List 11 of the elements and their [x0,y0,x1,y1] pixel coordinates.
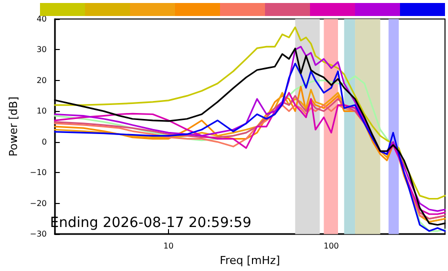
y-tick-label: 0 [42,137,47,146]
y-tick-label: 30 [36,45,47,54]
y-tick-label: 40 [36,14,47,24]
y-tick-label: −10 [30,168,47,178]
y-axis-title: Power [dB] [7,96,20,156]
x-tick-label: 100 [324,242,339,251]
y-tick-label: −20 [30,198,47,208]
y-tick-label: −30 [30,230,47,239]
y-tick-label: 20 [36,76,47,85]
x-axis-title: Freq [mHz] [220,254,280,267]
y-tick-label: 10 [36,106,47,116]
